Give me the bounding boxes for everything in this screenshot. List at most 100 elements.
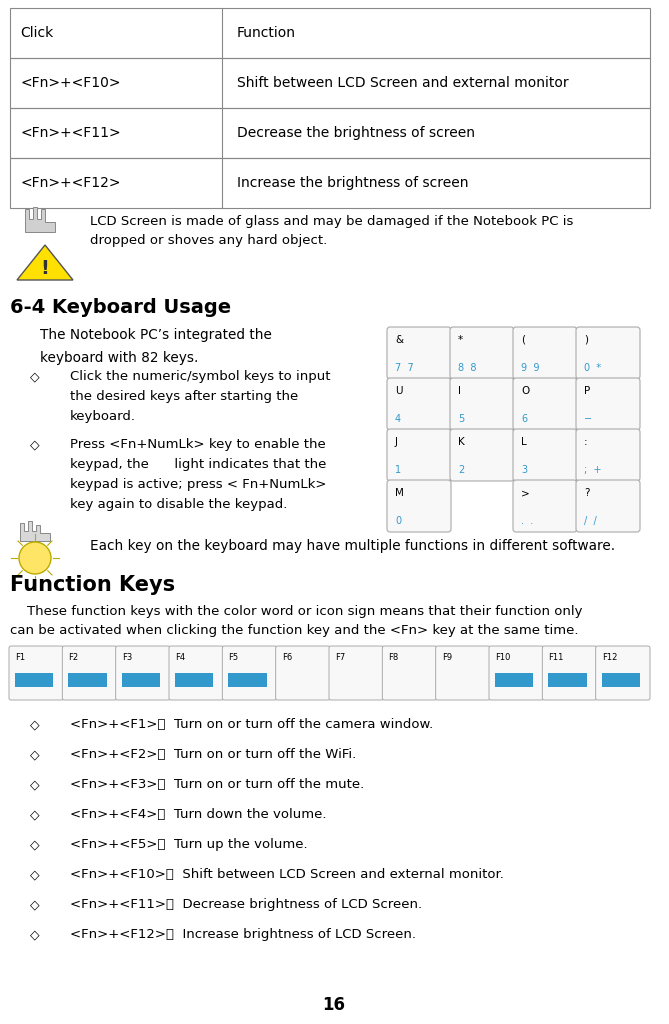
Text: L: L — [521, 437, 527, 447]
FancyBboxPatch shape — [513, 429, 577, 481]
Bar — [10, 8, 650, 58]
Text: ): ) — [584, 335, 588, 345]
FancyBboxPatch shape — [450, 378, 514, 430]
FancyBboxPatch shape — [382, 646, 437, 700]
FancyBboxPatch shape — [543, 646, 597, 700]
Text: ◇: ◇ — [30, 718, 39, 731]
FancyBboxPatch shape — [489, 646, 543, 700]
FancyBboxPatch shape — [9, 646, 64, 700]
Text: O: O — [521, 386, 529, 396]
Text: Click: Click — [20, 26, 54, 40]
Text: <Fn>+<F3>：  Turn on or turn off the mute.: <Fn>+<F3>： Turn on or turn off the mute. — [70, 778, 364, 791]
Text: ◇: ◇ — [30, 928, 39, 941]
Text: 4: 4 — [395, 414, 401, 424]
FancyBboxPatch shape — [169, 646, 223, 700]
FancyBboxPatch shape — [576, 429, 640, 481]
Polygon shape — [25, 207, 55, 232]
Text: <Fn>+<F12>: <Fn>+<F12> — [20, 176, 120, 190]
Text: Function: Function — [237, 26, 296, 40]
FancyBboxPatch shape — [576, 378, 640, 430]
Text: ◇: ◇ — [30, 898, 39, 911]
FancyBboxPatch shape — [387, 429, 451, 481]
Text: ◇: ◇ — [30, 370, 39, 383]
Text: *: * — [458, 335, 463, 345]
Text: F5: F5 — [228, 653, 238, 662]
Text: J: J — [395, 437, 398, 447]
Text: F6: F6 — [282, 653, 292, 662]
Text: 9  9: 9 9 — [521, 362, 539, 373]
Text: ;  +: ; + — [584, 465, 601, 475]
Text: 0  *: 0 * — [584, 362, 601, 373]
Text: /  /: / / — [584, 516, 597, 526]
Bar — [175, 673, 213, 687]
Text: 6-4 Keyboard Usage: 6-4 Keyboard Usage — [10, 298, 231, 317]
Text: Shift between LCD Screen and external monitor: Shift between LCD Screen and external mo… — [237, 76, 569, 90]
FancyBboxPatch shape — [576, 327, 640, 379]
FancyBboxPatch shape — [387, 378, 451, 430]
Text: F8: F8 — [388, 653, 399, 662]
Bar — [495, 673, 533, 687]
Text: &: & — [395, 335, 403, 345]
FancyBboxPatch shape — [450, 327, 514, 379]
Circle shape — [19, 542, 51, 574]
Text: 3: 3 — [521, 465, 527, 475]
Text: −: − — [584, 414, 592, 424]
Bar — [549, 673, 587, 687]
Bar — [10, 108, 650, 158]
FancyBboxPatch shape — [513, 480, 577, 532]
Text: The Notebook PC’s integrated the
keyboard with 82 keys.: The Notebook PC’s integrated the keyboar… — [40, 328, 272, 365]
Text: Increase the brightness of screen: Increase the brightness of screen — [237, 176, 468, 190]
Text: Each key on the keyboard may have multiple functions in different software.: Each key on the keyboard may have multip… — [90, 539, 615, 553]
Text: F7: F7 — [335, 653, 345, 662]
Text: ◇: ◇ — [30, 438, 39, 451]
FancyBboxPatch shape — [576, 480, 640, 532]
Text: ◇: ◇ — [30, 808, 39, 821]
Text: <Fn>+<F1>：  Turn on or turn off the camera window.: <Fn>+<F1>： Turn on or turn off the camer… — [70, 718, 434, 731]
Text: U: U — [395, 386, 403, 396]
Text: M: M — [395, 488, 404, 498]
Text: 6: 6 — [521, 414, 527, 424]
Text: 1: 1 — [395, 465, 401, 475]
FancyBboxPatch shape — [387, 327, 451, 379]
Text: 2: 2 — [458, 465, 464, 475]
Text: <Fn>+<F12>：  Increase brightness of LCD Screen.: <Fn>+<F12>： Increase brightness of LCD S… — [70, 928, 416, 941]
Text: Press <Fn+NumLk> key to enable the
keypad, the      light indicates that the
key: Press <Fn+NumLk> key to enable the keypa… — [70, 438, 326, 511]
FancyBboxPatch shape — [436, 646, 490, 700]
Text: These function keys with the color word or icon sign means that their function o: These function keys with the color word … — [10, 605, 583, 637]
Bar — [601, 673, 640, 687]
Bar — [15, 673, 54, 687]
FancyBboxPatch shape — [276, 646, 330, 700]
Bar — [68, 673, 106, 687]
Text: P: P — [584, 386, 590, 396]
FancyBboxPatch shape — [222, 646, 277, 700]
Text: 5: 5 — [458, 414, 464, 424]
Text: F2: F2 — [68, 653, 78, 662]
FancyBboxPatch shape — [329, 646, 383, 700]
FancyBboxPatch shape — [450, 429, 514, 481]
Text: ◇: ◇ — [30, 748, 39, 761]
FancyBboxPatch shape — [513, 378, 577, 430]
Text: ?: ? — [584, 488, 589, 498]
Text: I: I — [458, 386, 461, 396]
FancyBboxPatch shape — [116, 646, 170, 700]
Text: 7  7: 7 7 — [395, 362, 413, 373]
Text: Function Keys: Function Keys — [10, 575, 175, 595]
FancyBboxPatch shape — [387, 480, 451, 532]
Text: (: ( — [521, 335, 525, 345]
Bar — [10, 158, 650, 208]
Text: <Fn>+<F5>：  Turn up the volume.: <Fn>+<F5>： Turn up the volume. — [70, 838, 308, 851]
Text: Decrease the brightness of screen: Decrease the brightness of screen — [237, 126, 475, 140]
Text: <Fn>+<F11>：  Decrease brightness of LCD Screen.: <Fn>+<F11>： Decrease brightness of LCD S… — [70, 898, 422, 911]
Text: F10: F10 — [495, 653, 510, 662]
Text: K: K — [458, 437, 465, 447]
Text: F12: F12 — [601, 653, 617, 662]
Text: <Fn>+<F2>：  Turn on or turn off the WiFi.: <Fn>+<F2>： Turn on or turn off the WiFi. — [70, 748, 357, 761]
Polygon shape — [20, 521, 50, 541]
Text: ◇: ◇ — [30, 838, 39, 851]
Text: 0: 0 — [395, 516, 401, 526]
Text: 16: 16 — [322, 996, 345, 1014]
Text: .  .: . . — [521, 516, 533, 526]
FancyBboxPatch shape — [62, 646, 116, 700]
Text: F1: F1 — [15, 653, 25, 662]
Bar — [10, 58, 650, 108]
